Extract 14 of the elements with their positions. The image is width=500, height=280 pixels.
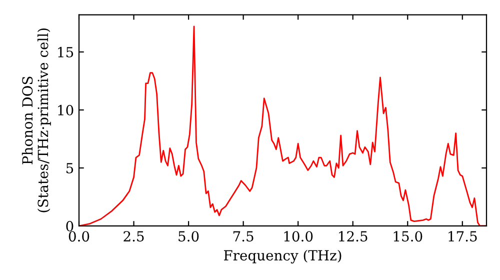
x-tick-label: 2.5	[124, 231, 144, 242]
y-axis-title: Phonon DOS (States/THz·primitive cell)	[22, 28, 51, 212]
y-tick-label: 15	[58, 46, 74, 58]
x-axis-title: Frequency (THz)	[224, 250, 342, 264]
y-tick-label: 0	[66, 220, 74, 232]
x-tick-label: 17.5	[448, 231, 477, 242]
x-tick-label: 5.0	[178, 231, 199, 242]
x-tick-label: 10.0	[284, 231, 313, 242]
x-tick-label: 0.0	[68, 231, 90, 242]
y-tick-label: 5	[66, 163, 74, 174]
x-tick-label: 7.5	[233, 231, 254, 242]
x-tick-label: 15.0	[394, 231, 422, 242]
y-tick-label: 10	[58, 104, 74, 116]
x-tick-label: 12.5	[339, 231, 368, 242]
